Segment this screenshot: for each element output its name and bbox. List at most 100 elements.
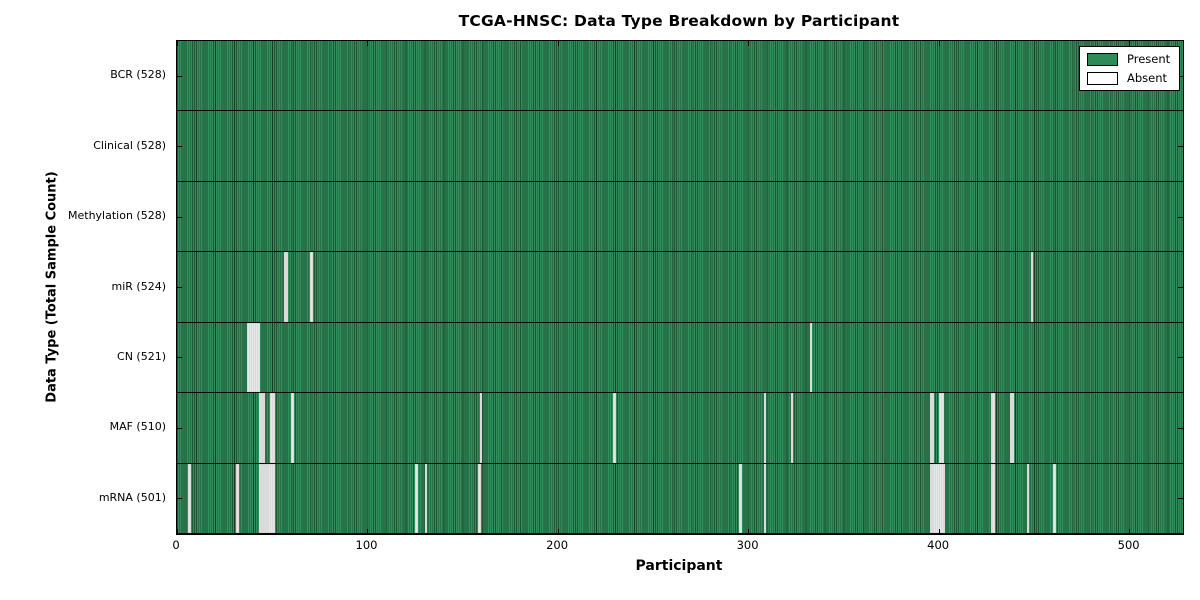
absent-gap bbox=[990, 393, 994, 463]
absent-gap bbox=[809, 322, 813, 393]
y-tick-label: CN (521) bbox=[117, 349, 166, 363]
absent-swatch bbox=[1087, 71, 1118, 85]
y-tick-label: Methylation (528) bbox=[68, 209, 166, 223]
absent-gap bbox=[763, 393, 767, 463]
x-tick-mark bbox=[367, 41, 369, 46]
absent-gap bbox=[992, 463, 995, 533]
legend-item-absent: Absent bbox=[1087, 71, 1170, 85]
y-tick-label: mRNA (501) bbox=[98, 490, 166, 504]
absent-gap bbox=[270, 393, 273, 463]
x-tick-label: 200 bbox=[546, 538, 569, 552]
absent-gap bbox=[941, 463, 944, 533]
y-tick-mark bbox=[177, 287, 182, 288]
absent-gap bbox=[1009, 393, 1013, 463]
absent-gap bbox=[937, 463, 940, 533]
absent-gap bbox=[613, 393, 616, 463]
y-tick-mark bbox=[1178, 427, 1183, 429]
y-tick-mark bbox=[177, 427, 182, 429]
x-tick-mark bbox=[367, 529, 369, 534]
y-tick-mark bbox=[177, 498, 182, 500]
absent-gap bbox=[424, 463, 428, 533]
y-tick-mark bbox=[1178, 357, 1183, 359]
absent-gap bbox=[253, 322, 256, 393]
y-tick-mark bbox=[1178, 498, 1183, 500]
x-tick-label: 300 bbox=[736, 538, 759, 552]
absent-gap bbox=[264, 463, 268, 533]
absent-gap bbox=[1053, 463, 1056, 533]
absent-gap bbox=[283, 252, 287, 322]
x-tick-mark bbox=[557, 41, 559, 46]
absent-gap bbox=[935, 463, 938, 533]
row-BCR bbox=[177, 41, 1183, 112]
x-axis-label: Participant bbox=[635, 558, 723, 574]
absent-gap bbox=[258, 393, 262, 463]
x-tick-mark bbox=[176, 529, 178, 534]
x-tick-label: 500 bbox=[1117, 538, 1140, 552]
legend: Present Absent bbox=[1079, 46, 1181, 91]
absent-gap bbox=[251, 322, 254, 393]
absent-gap bbox=[1011, 393, 1015, 463]
absent-gap bbox=[266, 463, 270, 533]
x-tick-mark bbox=[176, 41, 178, 46]
absent-gap bbox=[258, 463, 262, 533]
absent-gap bbox=[939, 463, 942, 533]
x-tick-mark bbox=[1129, 529, 1131, 534]
y-tick-mark bbox=[177, 357, 182, 359]
present-swatch bbox=[1087, 52, 1118, 66]
x-tick-mark bbox=[938, 529, 940, 534]
x-tick-mark bbox=[748, 529, 750, 534]
chart-title: TCGA-HNSC: Data Type Breakdown by Partic… bbox=[458, 12, 900, 30]
absent-gap bbox=[291, 393, 294, 463]
absent-gap bbox=[188, 463, 191, 533]
y-tick-label: BCR (528) bbox=[110, 68, 166, 82]
x-tick-mark bbox=[557, 529, 559, 534]
absent-gap bbox=[272, 463, 275, 533]
legend-label-present: Present bbox=[1127, 52, 1171, 66]
absent-gap bbox=[310, 252, 313, 322]
absent-gap bbox=[270, 463, 273, 533]
row-miR bbox=[177, 252, 1183, 323]
absent-gap bbox=[262, 393, 266, 463]
absent-gap bbox=[262, 463, 266, 533]
absent-gap bbox=[247, 322, 250, 393]
absent-gap bbox=[939, 393, 942, 463]
absent-gap bbox=[415, 463, 418, 533]
absent-gap bbox=[268, 463, 271, 533]
absent-gap bbox=[931, 463, 934, 533]
absent-gap bbox=[790, 393, 793, 463]
y-tick-mark bbox=[177, 216, 182, 218]
absent-gap bbox=[763, 463, 767, 533]
y-tick-label: miR (524) bbox=[111, 279, 167, 293]
row-MAF bbox=[177, 393, 1183, 464]
absent-gap bbox=[933, 463, 936, 533]
legend-label-absent: Absent bbox=[1127, 71, 1168, 85]
absent-gap bbox=[260, 393, 264, 463]
x-tick-mark bbox=[1129, 41, 1131, 46]
absent-gap bbox=[942, 463, 946, 533]
plot-area bbox=[176, 40, 1184, 535]
legend-item-present: Present bbox=[1087, 52, 1170, 66]
y-tick-label: Clinical (528) bbox=[93, 138, 166, 152]
y-tick-mark bbox=[177, 146, 182, 148]
absent-gap bbox=[931, 393, 934, 463]
absent-gap bbox=[1026, 463, 1030, 533]
absent-gap bbox=[285, 252, 289, 322]
x-tick-mark bbox=[938, 41, 940, 46]
absent-gap bbox=[992, 393, 995, 463]
y-tick-mark bbox=[1178, 216, 1183, 218]
y-tick-mark bbox=[1178, 75, 1183, 77]
x-tick-mark bbox=[748, 41, 750, 46]
absent-gap bbox=[236, 463, 239, 533]
absent-gap bbox=[941, 393, 944, 463]
absent-gap bbox=[929, 393, 933, 463]
absent-gap bbox=[478, 463, 481, 533]
absent-gap bbox=[739, 463, 742, 533]
row-Clinical bbox=[177, 111, 1183, 182]
row-mRNA bbox=[177, 463, 1183, 534]
absent-gap bbox=[479, 393, 483, 463]
x-tick-label: 0 bbox=[172, 538, 180, 552]
y-tick-mark bbox=[177, 75, 182, 77]
row-Methylation bbox=[177, 181, 1183, 253]
row-CN bbox=[177, 322, 1183, 394]
